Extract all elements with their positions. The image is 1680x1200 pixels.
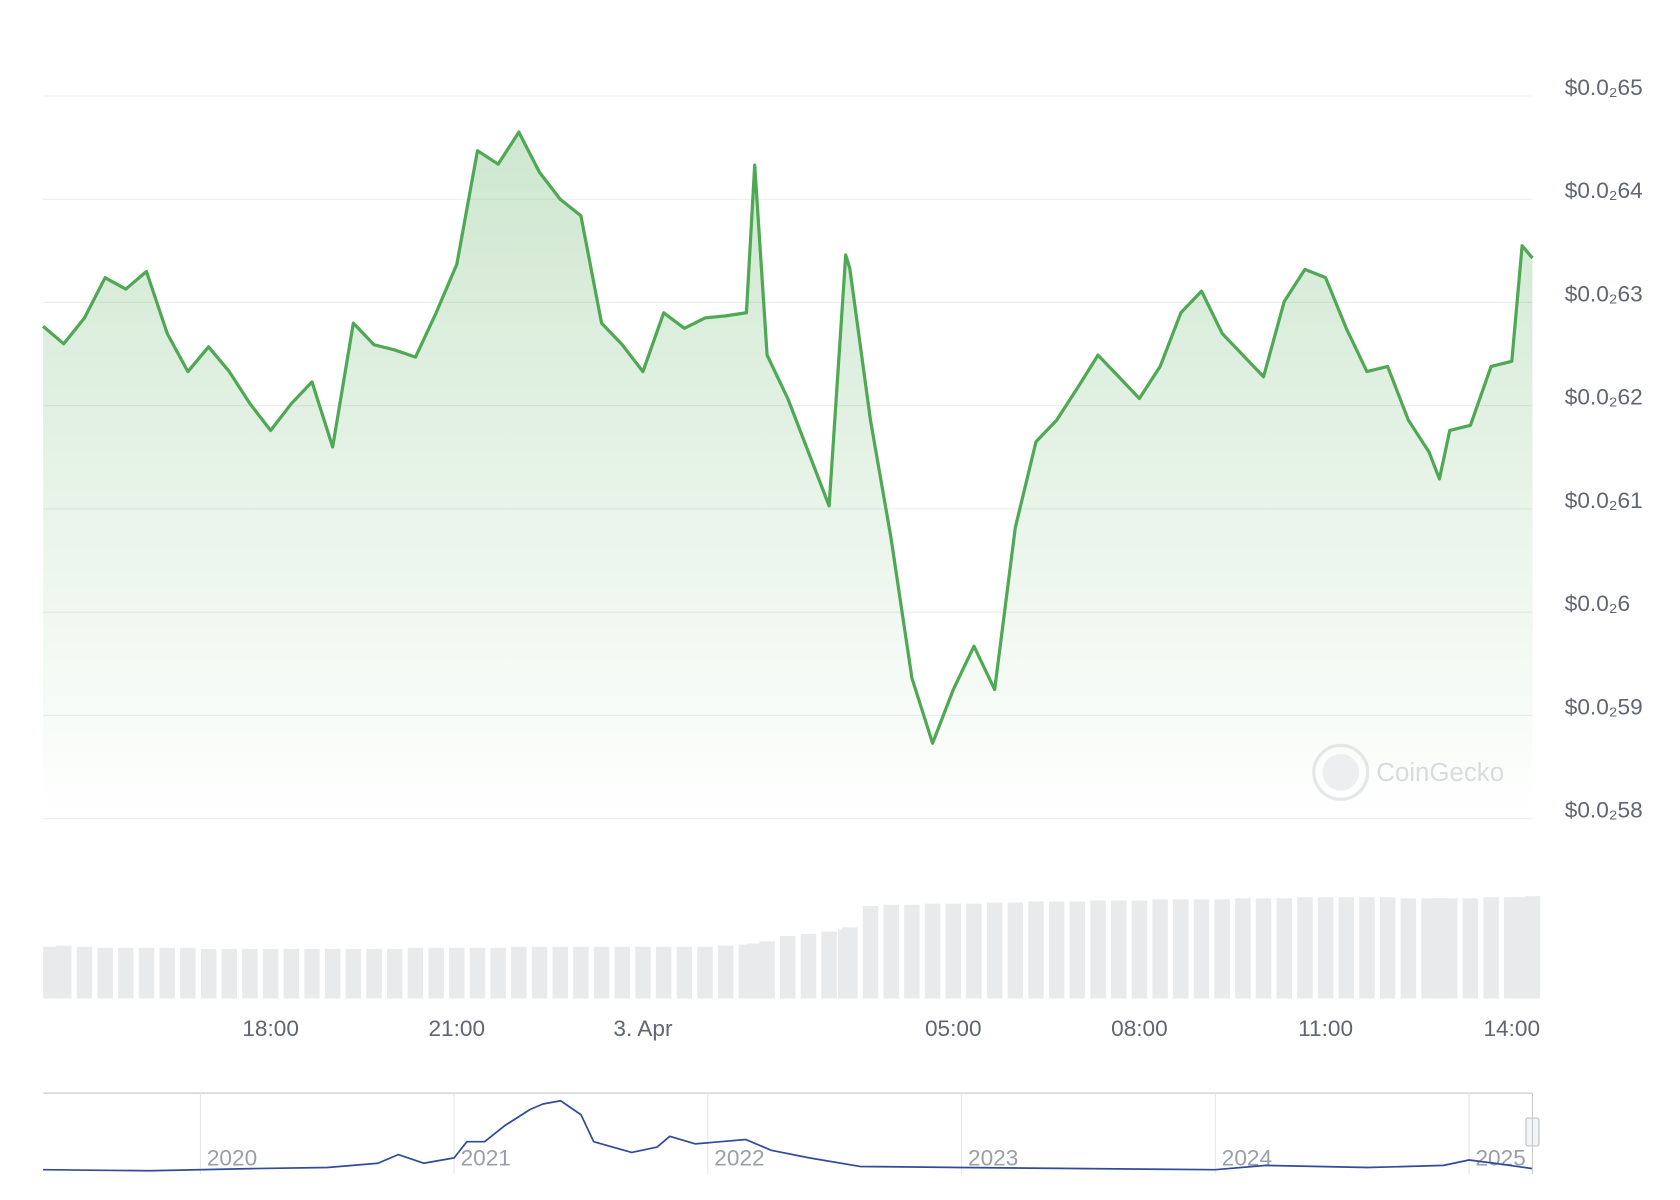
- watermark: CoinGecko: [1376, 759, 1504, 787]
- y-tick-label: $0.0₂63: [1565, 281, 1643, 306]
- price-area: [43, 132, 1533, 819]
- x-tick-label: 11:00: [1298, 1016, 1353, 1041]
- volume-bar: [1131, 900, 1148, 999]
- x-tick-label: 14:00: [1483, 1016, 1540, 1041]
- y-tick-label: $0.0₂61: [1565, 488, 1643, 513]
- volume-bar: [614, 946, 631, 999]
- y-tick-label: $0.0₂62: [1565, 385, 1643, 410]
- y-tick-label: $0.0₂58: [1565, 798, 1643, 823]
- volume-bar: [387, 948, 403, 999]
- volume-bar: [76, 946, 93, 999]
- volume-bar: [966, 903, 982, 999]
- volume-bar: [511, 946, 527, 999]
- volume-bar: [1462, 898, 1479, 999]
- volume-bar: [697, 946, 713, 999]
- volume-bar: [746, 943, 763, 999]
- volume-bar: [262, 948, 279, 999]
- volume-bar: [986, 902, 1003, 999]
- volume-bar: [449, 947, 465, 999]
- x-tick-label: 3. Apr: [613, 1016, 673, 1041]
- volume-bar: [1297, 897, 1313, 999]
- volume-bar: [552, 946, 568, 999]
- volume-bar: [676, 946, 693, 999]
- volume-bar: [1524, 896, 1541, 999]
- volume-bar: [283, 948, 300, 999]
- volume-bar: [159, 947, 175, 999]
- volume-bar: [1235, 898, 1251, 999]
- volume-bar: [180, 947, 196, 999]
- volume-bar: [780, 936, 796, 999]
- volume-bar: [1214, 899, 1230, 999]
- volume-bar: [1276, 898, 1292, 999]
- y-tick-label: $0.0₂6: [1565, 591, 1630, 616]
- volume-bar: [1090, 900, 1106, 999]
- volume-bar: [904, 904, 920, 999]
- volume-bar: [1173, 899, 1189, 999]
- x-tick-label: 08:00: [1111, 1016, 1168, 1041]
- navigator-tick-label: 2023: [968, 1145, 1018, 1170]
- navigator-tick-label: 2020: [207, 1145, 257, 1170]
- volume-bar: [221, 948, 237, 999]
- volume-bar: [1255, 898, 1272, 999]
- volume-bar: [1359, 897, 1375, 999]
- volume-bar: [118, 947, 134, 999]
- volume-bar: [1007, 902, 1024, 999]
- volume-bar: [1193, 899, 1210, 999]
- navigator-tick-label: 2021: [461, 1145, 511, 1170]
- x-tick-label: 21:00: [428, 1016, 485, 1041]
- volume-bar: [138, 947, 155, 999]
- volume-bar: [345, 948, 362, 999]
- volume-bar: [1379, 897, 1396, 999]
- y-tick-label: $0.0₂59: [1565, 694, 1643, 719]
- volume-bar: [655, 946, 672, 999]
- volume-bar: [304, 948, 320, 999]
- volume-bar: [1483, 897, 1499, 999]
- volume-bar: [366, 948, 382, 999]
- volume-bar: [883, 904, 899, 999]
- volume-bar: [1338, 897, 1355, 999]
- x-tick-label: 18:00: [242, 1016, 299, 1041]
- x-tick-label: 05:00: [925, 1016, 982, 1041]
- volume-bar: [1048, 901, 1065, 999]
- volume-bar: [593, 946, 610, 999]
- volume-bar: [862, 905, 879, 999]
- volume-bar: [200, 948, 217, 999]
- volume-bar: [924, 903, 941, 999]
- volume-bar: [800, 933, 817, 999]
- volume-bar: [842, 927, 858, 999]
- volume-bar: [1069, 901, 1086, 999]
- volume-bar: [469, 947, 486, 999]
- volume-bar: [1400, 898, 1417, 999]
- volume-bar: [490, 947, 506, 999]
- y-tick-label: $0.0₂64: [1565, 178, 1643, 203]
- volume-bar: [242, 948, 258, 999]
- volume-bar: [759, 941, 775, 999]
- volume-bar: [97, 947, 113, 999]
- volume-bar: [531, 946, 548, 999]
- navigator-tick-label: 2022: [714, 1145, 764, 1170]
- volume-bar: [1152, 899, 1168, 999]
- volume-bar: [1441, 898, 1458, 999]
- navigator-line: [43, 1099, 1533, 1172]
- volume-bar: [324, 948, 341, 999]
- volume-bar: [573, 946, 589, 999]
- volume-bar: [1111, 900, 1127, 999]
- volume-bar: [717, 945, 734, 999]
- volume-bar: [407, 947, 424, 999]
- y-tick-label: $0.0₂65: [1565, 75, 1643, 100]
- volume-bar: [945, 903, 961, 999]
- volume-bar: [821, 931, 837, 999]
- volume-bar: [43, 946, 59, 999]
- volume-bar: [428, 947, 444, 999]
- volume-bar: [635, 946, 651, 999]
- price-line: [42, 130, 1534, 745]
- watermark-logo: [1312, 743, 1370, 801]
- volume-bar: [1028, 901, 1044, 999]
- volume-bar: [56, 945, 72, 999]
- volume-bar: [1317, 897, 1334, 999]
